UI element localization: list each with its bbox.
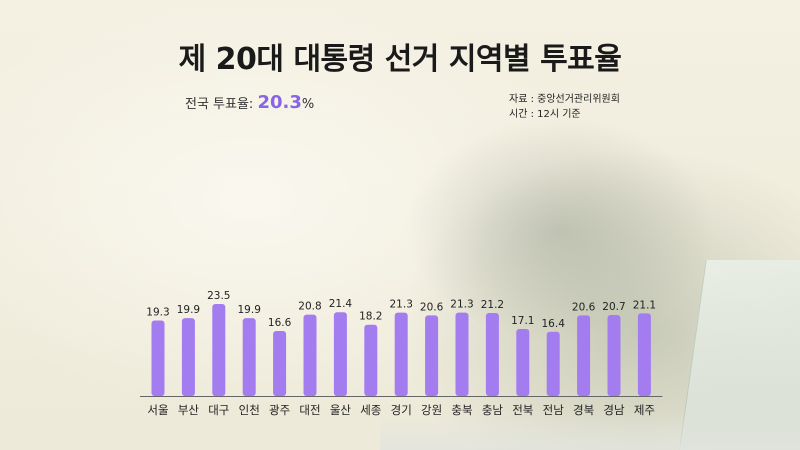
bar-전북 xyxy=(516,329,530,396)
bar-울산 xyxy=(333,312,347,396)
bar-경기 xyxy=(394,312,408,396)
bar-인천 xyxy=(242,318,256,396)
national-turnout-value: 20.3 xyxy=(257,92,302,113)
bar-강원 xyxy=(425,315,439,396)
category-label: 경북 xyxy=(573,403,594,417)
value-label: 19.3 xyxy=(146,306,169,318)
category-label: 충북 xyxy=(451,403,472,417)
category-label: 세종 xyxy=(360,403,381,417)
bar-대구 xyxy=(212,304,226,396)
value-label: 21.3 xyxy=(390,299,413,311)
bar-경북 xyxy=(577,315,591,396)
bar-세종 xyxy=(364,324,378,396)
category-label: 울산 xyxy=(330,403,352,417)
value-label: 17.1 xyxy=(511,315,534,327)
national-turnout: 전국 투표율: 20.3% xyxy=(185,92,314,113)
source-line: 자료 : 중앙선거관리위원회 xyxy=(509,94,620,105)
bar-경남 xyxy=(607,314,621,396)
category-label: 경남 xyxy=(603,403,625,417)
category-label: 전남 xyxy=(543,403,565,417)
value-label: 19.9 xyxy=(238,304,261,316)
value-label: 23.5 xyxy=(207,290,230,302)
bar-서울 xyxy=(151,320,165,396)
value-label: 21.2 xyxy=(481,299,504,311)
category-label: 서울 xyxy=(147,403,168,417)
category-label: 충남 xyxy=(482,403,504,417)
time-line: 시간 : 12시 기준 xyxy=(509,109,581,120)
value-label: 20.6 xyxy=(572,301,596,313)
bar-충남 xyxy=(485,313,499,396)
category-label: 부산 xyxy=(178,403,200,417)
bar-전남 xyxy=(546,331,560,396)
bar-부산 xyxy=(181,318,195,396)
national-turnout-label: 전국 투표율: xyxy=(185,97,254,112)
bar-group xyxy=(151,304,651,396)
category-label: 대구 xyxy=(208,403,229,417)
category-label: 제주 xyxy=(634,403,655,417)
value-label: 21.1 xyxy=(633,299,656,311)
category-label-group: 서울 부산 대구 인천 광주 대전 울산 세종 경기 강원 충북 충남 전북 전남 경북 경남 제주 xyxy=(147,403,655,417)
value-label: 20.7 xyxy=(602,301,625,313)
desk-shape xyxy=(380,410,800,450)
value-label: 20.6 xyxy=(420,301,444,313)
bar-대전 xyxy=(303,314,317,396)
page-title: 제 20대 대통령 선거 지역별 투표율 xyxy=(178,42,622,77)
value-label: 20.8 xyxy=(298,301,321,313)
value-label: 21.3 xyxy=(450,299,473,311)
category-label: 강원 xyxy=(421,403,442,417)
category-label: 광주 xyxy=(269,403,290,417)
category-label: 전북 xyxy=(512,403,533,417)
value-label: 21.4 xyxy=(329,298,353,310)
value-label: 18.2 xyxy=(359,311,382,323)
bar-제주 xyxy=(637,313,651,396)
category-label: 경기 xyxy=(391,403,412,417)
bar-충북 xyxy=(455,312,469,396)
category-label: 인천 xyxy=(239,403,260,417)
bar-광주 xyxy=(273,331,287,396)
value-label-group: 19.3 19.9 23.5 19.9 16.6 20.8 21.4 18.2 21.3 20.6… xyxy=(146,290,656,330)
national-turnout-unit: % xyxy=(301,97,315,112)
source-note: 자료 : 중앙선거관리위원회 시간 : 12시 기준 xyxy=(509,92,620,122)
value-label: 16.4 xyxy=(542,318,566,330)
value-label: 19.9 xyxy=(177,304,200,316)
category-label: 대전 xyxy=(299,403,320,417)
value-label: 16.6 xyxy=(268,317,292,329)
